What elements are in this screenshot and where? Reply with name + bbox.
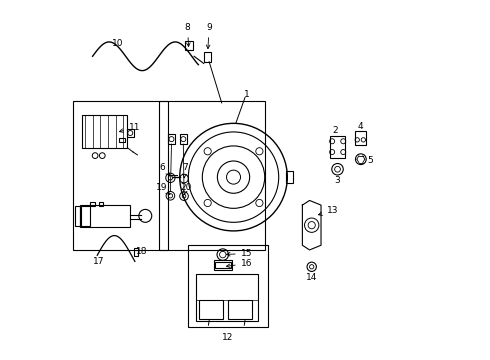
Text: 17: 17 xyxy=(93,257,104,266)
Text: 15: 15 xyxy=(226,249,252,258)
Text: 19: 19 xyxy=(156,183,170,195)
Text: 4: 4 xyxy=(358,122,364,131)
Bar xyxy=(214,260,232,270)
Text: 9: 9 xyxy=(206,23,212,49)
Text: 2: 2 xyxy=(333,126,338,135)
Bar xyxy=(185,41,193,50)
Bar xyxy=(126,129,134,137)
Text: 14: 14 xyxy=(306,273,318,282)
Bar xyxy=(134,248,139,256)
Bar xyxy=(74,206,81,226)
Bar xyxy=(188,244,269,327)
Bar xyxy=(159,101,265,250)
Bar xyxy=(286,171,294,183)
Text: 1: 1 xyxy=(245,90,250,99)
Bar xyxy=(82,116,126,148)
Text: 11: 11 xyxy=(120,123,140,132)
Bar xyxy=(215,262,231,267)
Text: 7: 7 xyxy=(183,163,188,178)
Text: 18: 18 xyxy=(136,247,147,256)
Bar xyxy=(168,134,175,144)
Text: 3: 3 xyxy=(335,176,341,185)
Bar xyxy=(199,301,223,319)
Text: 16: 16 xyxy=(226,259,252,268)
Bar xyxy=(73,101,168,250)
Text: 6: 6 xyxy=(159,163,170,175)
Circle shape xyxy=(226,170,241,184)
Bar xyxy=(120,138,124,142)
Bar xyxy=(80,205,130,226)
Bar xyxy=(80,206,90,226)
Bar xyxy=(180,134,187,144)
Text: 5: 5 xyxy=(367,156,373,165)
Text: 10: 10 xyxy=(112,39,123,48)
Text: 12: 12 xyxy=(222,333,233,342)
Text: 20: 20 xyxy=(180,183,192,195)
Text: 8: 8 xyxy=(185,23,191,46)
Bar xyxy=(196,274,258,320)
Text: 13: 13 xyxy=(318,206,338,215)
Bar xyxy=(355,131,366,145)
Bar xyxy=(98,202,103,206)
Bar xyxy=(228,301,252,319)
Bar xyxy=(330,135,345,158)
Bar xyxy=(204,52,211,62)
Bar xyxy=(90,202,95,206)
